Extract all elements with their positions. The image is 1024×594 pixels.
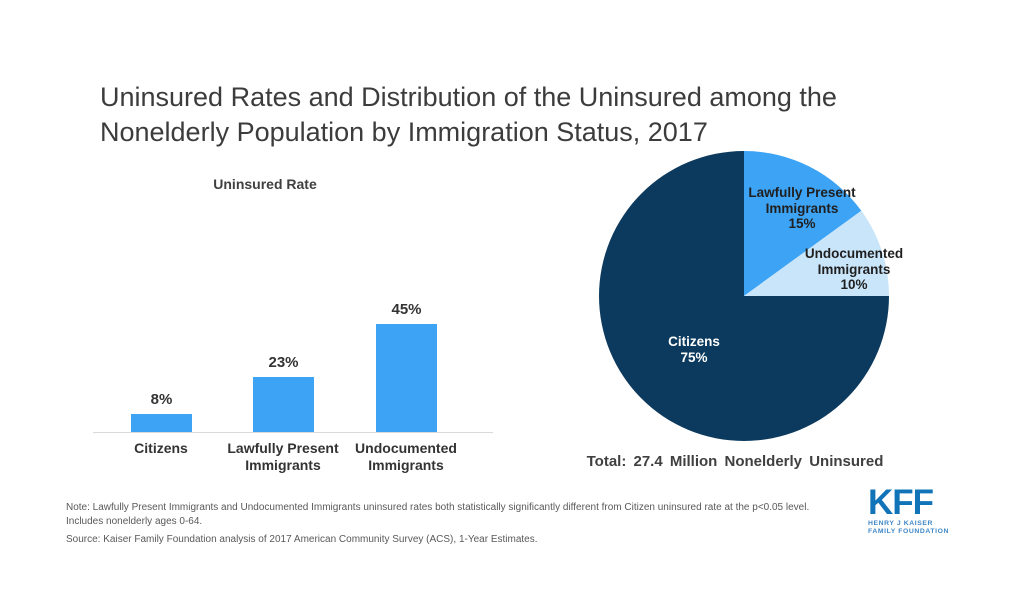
pie-label-undocumented: Undocumented Immigrants 10%	[769, 246, 939, 293]
bar-value-label: 45%	[391, 301, 422, 319]
pie-slice-lawfully-present-immigrants	[744, 151, 862, 296]
x-axis-label-citizens: Citizens	[134, 440, 188, 456]
bar-group-lawfully-present: 23%	[253, 303, 314, 433]
bar-value-label: 23%	[268, 354, 299, 372]
pie-label-pct: 10%	[840, 277, 868, 292]
x-axis-label-undocumented: Undocumented Immigrants	[355, 440, 457, 473]
pie-label-lawfully-present: Lawfully Present Immigrants 15%	[727, 185, 877, 232]
pie-label-text: Undocumented Immigrants	[804, 246, 904, 277]
pie-chart	[599, 151, 889, 441]
pie-total-label: Total: 27.4 Million Nonelderly Uninsured	[586, 453, 884, 470]
pie-label-pct: 15%	[788, 216, 816, 231]
pie-label-citizens: Citizens 75%	[634, 334, 754, 365]
kff-logo: KFF HENRY J KAISER FAMILY FOUNDATION	[868, 483, 978, 536]
bar-group-undocumented: 45%	[376, 301, 437, 433]
kff-logo-mark: KFF	[868, 483, 934, 522]
pie-slice-citizens	[599, 151, 889, 441]
bar-undocumented-immigrants	[376, 324, 437, 433]
note-line-2: Includes nonelderly ages 0-64.	[66, 516, 203, 527]
footnotes: Note: Lawfully Present Immigrants and Un…	[66, 501, 809, 547]
bar-lawfully-present-immigrants	[253, 377, 314, 433]
bar-citizens	[131, 413, 192, 433]
source-line: Source: Kaiser Family Foundation analysi…	[66, 534, 538, 545]
pie-label-pct: 75%	[680, 349, 708, 365]
x-axis-baseline	[93, 432, 493, 433]
bar-chart-title: Uninsured Rate	[213, 176, 317, 192]
note-line-1: Note: Lawfully Present Immigrants and Un…	[66, 502, 810, 513]
bar-value-label: 8%	[150, 390, 173, 408]
bar-group-citizens: 8%	[131, 303, 192, 433]
page-title: Uninsured Rates and Distribution of the …	[100, 82, 837, 147]
x-axis-label-lawfully-present: Lawfully Present Immigrants	[227, 440, 339, 473]
kff-logo-tagline-1: HENRY J KAISER	[868, 520, 934, 527]
pie-slice-undocumented-immigrants	[744, 210, 889, 296]
pie-label-text: Lawfully Present Immigrants	[748, 185, 856, 216]
pie-label-text: Citizens	[668, 334, 720, 349]
kff-logo-tagline-2: FAMILY FOUNDATION	[868, 528, 950, 535]
